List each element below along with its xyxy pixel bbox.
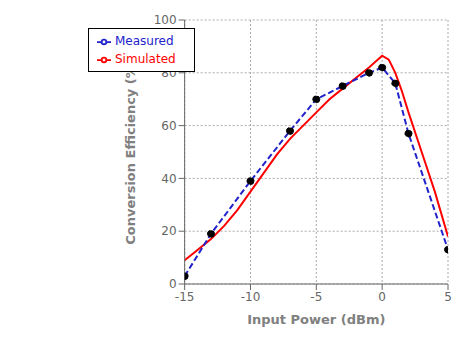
svg-text:20: 20 — [161, 224, 176, 238]
svg-text:Input Power (dBm): Input Power (dBm) — [247, 312, 385, 327]
svg-text:-15: -15 — [175, 290, 195, 304]
html-text:Measured: Measured — [115, 34, 174, 48]
svg-text:80: 80 — [161, 66, 176, 80]
svg-text:-5: -5 — [310, 290, 322, 304]
svg-text:0: 0 — [169, 277, 177, 291]
svg-text:60: 60 — [161, 119, 176, 133]
svg-text:0: 0 — [378, 290, 386, 304]
svg-text:40: 40 — [161, 172, 176, 186]
html-text:Simulated: Simulated — [115, 52, 176, 66]
svg-text:-10: -10 — [241, 290, 261, 304]
svg-text:100: 100 — [154, 13, 177, 27]
svg-text:5: 5 — [444, 290, 452, 304]
svg-text:Conversion Efficiency (%): Conversion Efficiency (%) — [123, 59, 138, 245]
